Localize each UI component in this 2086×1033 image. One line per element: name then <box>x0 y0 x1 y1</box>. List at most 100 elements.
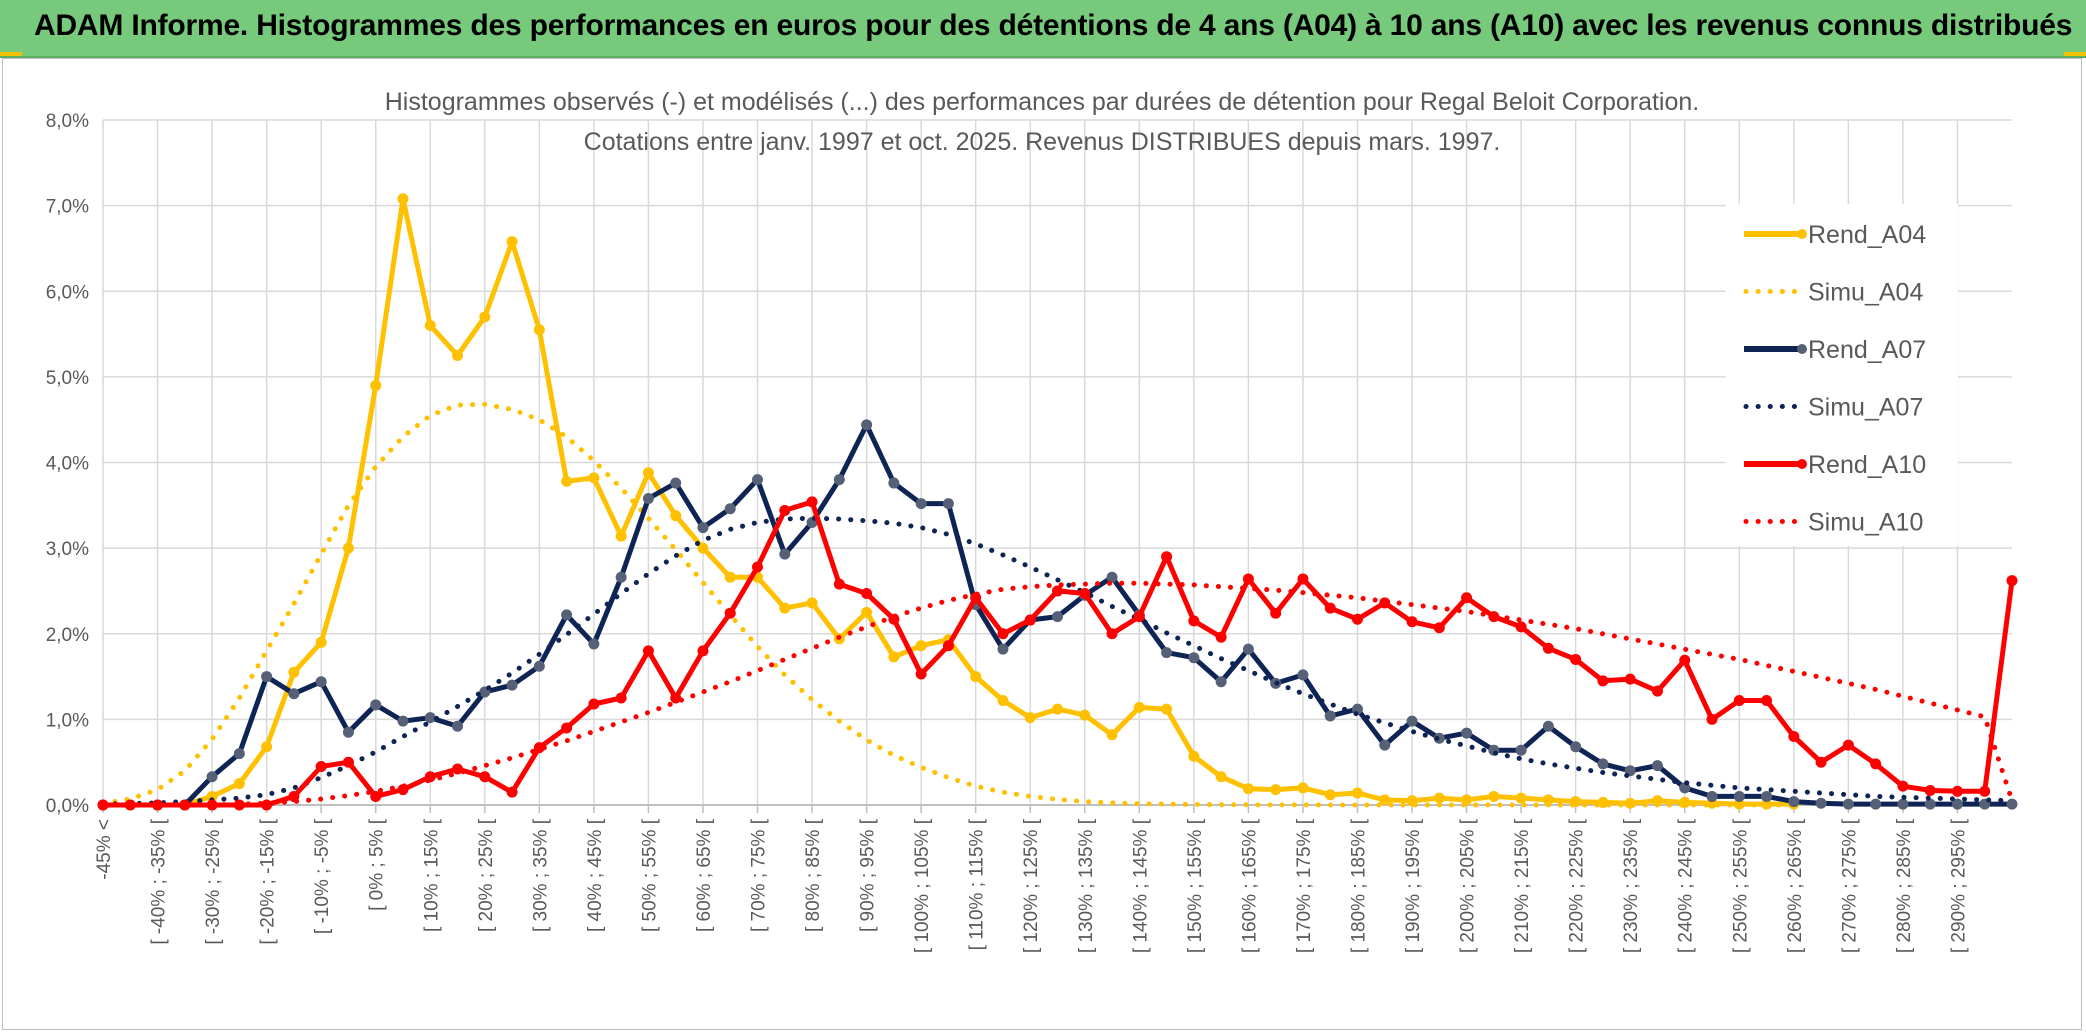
data-point-rend-a10 <box>370 790 382 802</box>
data-point-rend-a10 <box>1679 654 1691 666</box>
data-point-rend-a10 <box>479 771 491 783</box>
legend-label-rend-a10: Rend_A10 <box>1808 451 1926 479</box>
data-point-rend-a10 <box>1761 695 1773 707</box>
data-point-rend-a10 <box>1924 784 1936 796</box>
x-tick-label: [ -30% ; -25% [ <box>203 818 224 944</box>
data-point-rend-a07 <box>1897 798 1909 810</box>
data-point-rend-a04 <box>642 467 654 479</box>
data-point-rend-a07 <box>452 720 464 732</box>
y-tick-label: 1,0% <box>46 710 89 731</box>
data-point-rend-a07 <box>942 498 954 510</box>
data-point-rend-a04 <box>970 671 982 683</box>
x-tick-label: [ 200% ; 205% [ <box>1458 818 1479 953</box>
data-point-rend-a10 <box>752 561 764 573</box>
legend-marker-rend-a10 <box>1797 459 1807 469</box>
data-point-rend-a10 <box>1515 621 1527 633</box>
series-line-simu-a04 <box>100 401 1797 808</box>
data-point-rend-a07 <box>724 503 736 515</box>
data-point-rend-a04 <box>1052 703 1063 715</box>
data-point-rend-a10 <box>315 760 327 772</box>
chart-title: Histogrammes observés (-) et modélisés (… <box>385 88 1700 116</box>
data-point-rend-a10 <box>1951 785 1963 797</box>
data-point-rend-a07 <box>397 715 409 727</box>
data-point-rend-a04 <box>1297 782 1309 794</box>
data-point-rend-a10 <box>588 698 600 710</box>
data-point-rend-a04 <box>1242 783 1254 795</box>
x-tick-label: [ 270% ; 275% [ <box>1839 818 1860 953</box>
y-tick-label: 3,0% <box>46 539 89 560</box>
data-point-rend-a04 <box>370 379 382 391</box>
data-point-rend-a07 <box>670 477 682 489</box>
data-point-rend-a07 <box>1706 790 1718 802</box>
data-point-rend-a07 <box>888 477 900 489</box>
data-point-rend-a10 <box>1979 785 1991 797</box>
data-point-rend-a10 <box>615 692 627 704</box>
data-point-rend-a07 <box>1324 710 1336 722</box>
x-tick-label: [ 210% ; 215% [ <box>1512 818 1533 953</box>
data-point-rend-a04 <box>1488 790 1500 802</box>
data-point-rend-a07 <box>1406 715 1418 727</box>
data-point-rend-a10 <box>942 640 954 652</box>
y-tick-label: 2,0% <box>46 625 89 646</box>
data-point-rend-a10 <box>1570 653 1582 665</box>
data-point-rend-a07 <box>752 474 764 486</box>
data-point-rend-a10 <box>779 504 791 516</box>
data-point-rend-a07 <box>506 679 518 691</box>
data-point-rend-a07 <box>533 660 545 672</box>
data-point-rend-a07 <box>779 548 791 560</box>
data-point-rend-a07 <box>1842 798 1854 810</box>
data-point-rend-a04 <box>1079 709 1091 721</box>
x-tick-label: [ 70% ; 75% [ <box>749 818 770 932</box>
data-point-rend-a07 <box>315 676 327 688</box>
data-point-rend-a04 <box>397 193 409 205</box>
data-point-rend-a10 <box>915 668 927 680</box>
x-tick-label: [ 250% ; 255% [ <box>1730 818 1751 953</box>
data-point-rend-a10 <box>724 607 736 619</box>
data-point-rend-a04 <box>561 475 573 487</box>
data-point-rend-a10 <box>1297 573 1309 585</box>
x-tick-label: [ 0% ; 5% [ <box>367 818 388 911</box>
data-point-rend-a04 <box>315 636 327 648</box>
data-point-rend-a10 <box>697 645 709 657</box>
data-point-rend-a07 <box>561 609 573 621</box>
y-tick-label: 0,0% <box>46 796 89 817</box>
data-point-rend-a04 <box>1597 796 1609 808</box>
x-tick-label: [ 260% ; 265% [ <box>1785 818 1806 953</box>
legend-label-simu-a04: Simu_A04 <box>1808 279 1923 307</box>
data-point-rend-a10 <box>1133 611 1145 623</box>
data-point-rend-a07 <box>2006 798 2018 810</box>
chart-frame <box>2 58 2082 1030</box>
data-point-rend-a07 <box>1215 676 1227 688</box>
data-point-rend-a10 <box>1215 631 1227 643</box>
legend-marker-rend-a07 <box>1797 344 1807 354</box>
data-point-rend-a07 <box>615 571 627 583</box>
data-point-rend-a07 <box>1651 760 1663 772</box>
x-tick-label: [ 130% ; 135% [ <box>1076 818 1097 953</box>
data-point-rend-a04 <box>1024 712 1036 724</box>
data-point-rend-a07 <box>1461 727 1473 739</box>
data-point-rend-a07 <box>1515 744 1527 756</box>
data-point-rend-a10 <box>452 763 464 775</box>
x-tick-label: [ -20% ; -15% [ <box>258 818 279 944</box>
data-point-rend-a10 <box>1842 739 1854 751</box>
data-point-rend-a10 <box>997 628 1009 640</box>
data-point-rend-a10 <box>1351 613 1363 625</box>
data-point-rend-a10 <box>1161 551 1173 563</box>
x-tick-label: -45% < <box>94 819 115 880</box>
data-point-rend-a10 <box>670 692 682 704</box>
data-point-rend-a10 <box>1106 628 1118 640</box>
data-point-rend-a07 <box>1242 643 1254 655</box>
data-point-rend-a10 <box>1733 695 1745 707</box>
data-point-rend-a07 <box>424 712 436 724</box>
data-point-rend-a07 <box>1788 796 1800 808</box>
x-tick-label: [ 230% ; 235% [ <box>1621 818 1642 953</box>
data-point-rend-a07 <box>1733 790 1745 802</box>
data-point-rend-a04 <box>479 311 491 323</box>
x-tick-label: [ 240% ; 245% [ <box>1676 818 1697 953</box>
data-point-rend-a10 <box>1706 713 1718 725</box>
data-point-rend-a10 <box>1024 614 1036 626</box>
data-point-rend-a10 <box>833 578 845 590</box>
data-point-rend-a04 <box>1133 701 1145 713</box>
